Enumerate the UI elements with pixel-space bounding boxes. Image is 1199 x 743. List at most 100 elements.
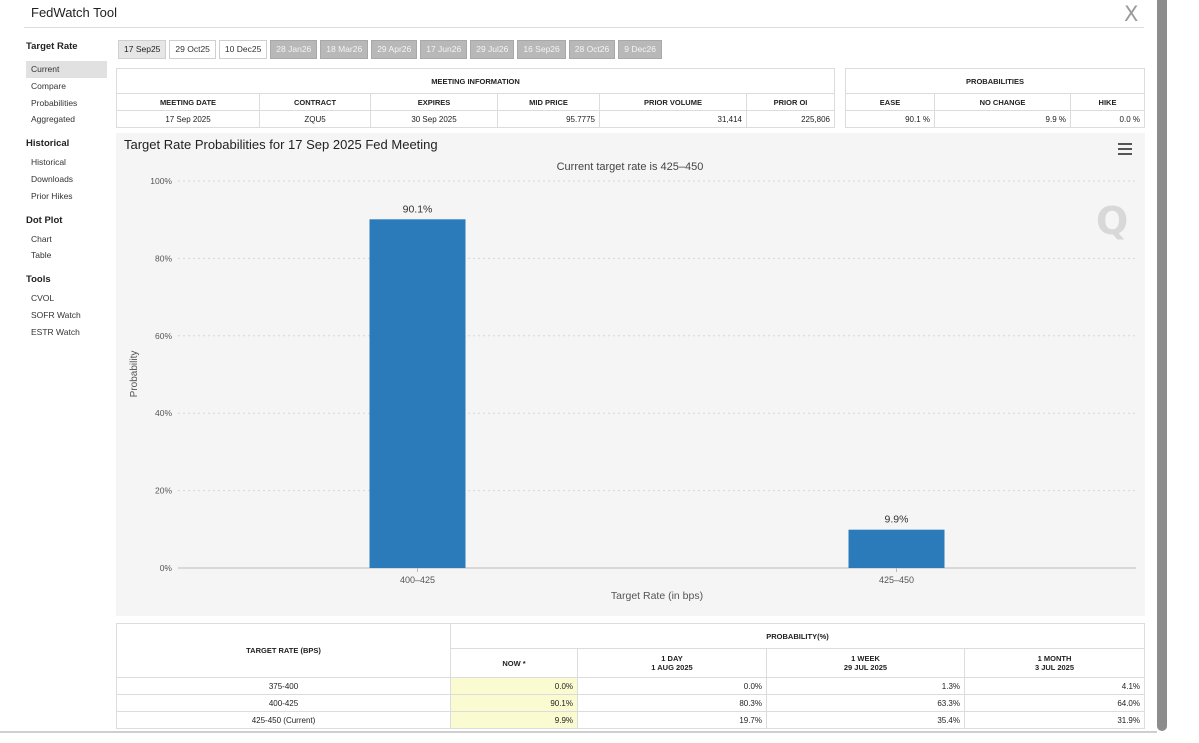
meeting-tabs: 17 Sep25 29 Oct25 10 Dec25 28 Jan26 18 M… <box>118 40 665 59</box>
sidebar-item-aggregated[interactable]: Aggregated <box>31 114 75 125</box>
app-title: FedWatch Tool <box>31 5 117 20</box>
probability-group-header: PROBABILITY(%) <box>450 623 1145 649</box>
sidebar-group-dot-plot: Dot Plot Chart Table <box>26 214 110 265</box>
1-month-cell: 31.9% <box>964 711 1145 729</box>
meeting-info-table: MEETING INFORMATION MEETING DATE CONTRAC… <box>116 68 835 128</box>
sidebar-item-historical[interactable]: Historical <box>31 157 66 168</box>
bar <box>848 529 945 568</box>
table-row: 400-425 90.1% 80.3% 63.3% 64.0% <box>116 694 1145 712</box>
1-month-column-header: 1 MONTH 3 JUL 2025 <box>964 648 1145 678</box>
sidebar-group-tools: Tools CVOL SOFR Watch ESTR Watch <box>26 273 110 340</box>
x-tick-label: 400–425 <box>400 575 435 585</box>
now-cell: 0.0% <box>450 677 578 695</box>
target-rate-header: TARGET RATE (BPS) <box>116 623 451 678</box>
column-header: EXPIRES <box>370 93 498 111</box>
probabilities-title: PROBABILITIES <box>845 68 1145 94</box>
meeting-tab[interactable]: 9 Dec26 <box>618 40 662 59</box>
column-header: PRIOR OI <box>746 93 835 111</box>
expires-value: 30 Sep 2025 <box>370 110 498 128</box>
sidebar-item-current[interactable]: Current <box>26 61 107 78</box>
meeting-tab[interactable]: 29 Jul26 <box>470 40 515 59</box>
sidebar-group-historical: Historical Historical Downloads Prior Hi… <box>26 137 110 204</box>
column-header: NO CHANGE <box>934 93 1071 111</box>
column-header: PRIOR VOLUME <box>599 93 747 111</box>
bar <box>369 219 466 569</box>
sidebar-heading: Historical <box>26 138 70 150</box>
meeting-tab[interactable]: 17 Jun26 <box>420 40 468 59</box>
close-icon[interactable]: X <box>1124 2 1139 26</box>
meeting-tab[interactable]: 16 Sep26 <box>517 40 566 59</box>
1-day-cell: 0.0% <box>577 677 767 695</box>
meeting-tab[interactable]: 29 Oct25 <box>169 40 216 59</box>
1-week-cell: 1.3% <box>766 677 965 695</box>
scrollbar[interactable] <box>1157 0 1167 731</box>
rate-cell: 425-450 (Current) <box>116 711 451 729</box>
x-tick-label: 425–450 <box>879 575 914 585</box>
1-month-cell: 64.0% <box>964 694 1145 712</box>
column-header: MID PRICE <box>497 93 600 111</box>
table-row: 425-450 (Current) 9.9% 19.7% 35.4% 31.9% <box>116 711 1145 729</box>
1-week-cell: 63.3% <box>766 694 965 712</box>
sidebar-item-table[interactable]: Table <box>31 250 52 261</box>
y-tick-label: 40% <box>155 408 172 418</box>
column-header: HIKE <box>1070 93 1145 111</box>
1-day-cell: 80.3% <box>577 694 767 712</box>
column-header: MEETING DATE <box>116 93 260 111</box>
sidebar-item-prior-hikes[interactable]: Prior Hikes <box>31 190 73 201</box>
sidebar-item-compare[interactable]: Compare <box>31 80 66 91</box>
column-header: CONTRACT <box>259 93 371 111</box>
rate-cell: 400-425 <box>116 694 451 712</box>
chart-title: Target Rate Probabilities for 17 Sep 202… <box>124 137 438 152</box>
sidebar-item-probabilities[interactable]: Probabilities <box>31 97 78 108</box>
meeting-tab[interactable]: 28 Oct26 <box>568 40 616 59</box>
meeting-tab[interactable]: 28 Jan26 <box>270 40 318 59</box>
hamburger-menu-icon[interactable] <box>1118 143 1132 155</box>
1-month-cell: 4.1% <box>964 677 1145 695</box>
probabilities-table: PROBABILITIES EASE NO CHANGE HIKE 90.1 %… <box>845 68 1145 128</box>
1-day-column-header: 1 DAY 1 AUG 2025 <box>577 648 767 678</box>
contract-value: ZQU5 <box>259 110 371 128</box>
now-cell: 90.1% <box>450 694 578 712</box>
sidebar-group-target-rate: Target Rate Current Compare Probabilitie… <box>26 40 110 128</box>
sidebar-item-estr-watch[interactable]: ESTR Watch <box>31 326 80 337</box>
sidebar-heading: Dot Plot <box>26 214 63 226</box>
no-change-value: 9.9 % <box>934 110 1071 128</box>
meeting-tab[interactable]: 29 Apr26 <box>371 40 418 59</box>
meeting-tab[interactable]: 18 Mar26 <box>320 40 369 59</box>
bottom-divider <box>0 731 1157 733</box>
y-tick-label: 100% <box>150 176 172 186</box>
hike-value: 0.0 % <box>1070 110 1145 128</box>
bar-chart: Current target rate is 425–450 Q 0% 20% 40% 6… <box>129 161 1136 602</box>
sidebar: Target Rate Current Compare Probabilitie… <box>26 40 110 341</box>
rate-cell: 375-400 <box>116 677 451 695</box>
sidebar-item-downloads[interactable]: Downloads <box>31 173 74 184</box>
sidebar-heading: Target Rate <box>26 41 78 52</box>
ease-value: 90.1 % <box>845 110 935 128</box>
y-tick-label: 0% <box>160 563 173 573</box>
1-week-cell: 35.4% <box>766 711 965 729</box>
1-day-cell: 19.7% <box>577 711 767 729</box>
prior-oi-value: 225,806 <box>746 110 835 128</box>
chart-panel <box>116 133 1145 616</box>
table-row: 375-400 0.0% 0.0% 1.3% 4.1% <box>116 677 1145 695</box>
y-tick-label: 20% <box>155 486 172 496</box>
q-watermark-logo: Q <box>1096 199 1128 243</box>
bar-data-label: 9.9% <box>885 514 909 526</box>
mid-price-value: 95.7775 <box>497 110 600 128</box>
sidebar-item-cvol[interactable]: CVOL <box>31 293 55 304</box>
meeting-info-title: MEETING INFORMATION <box>116 68 835 94</box>
y-tick-label: 80% <box>155 253 172 263</box>
sidebar-item-sofr-watch[interactable]: SOFR Watch <box>31 309 81 320</box>
y-tick-label: 60% <box>155 331 172 341</box>
meeting-tab[interactable]: 10 Dec25 <box>218 40 268 59</box>
column-header: EASE <box>845 93 935 111</box>
sidebar-item-chart[interactable]: Chart <box>31 233 52 244</box>
chart-subtitle: Current target rate is 425–450 <box>557 161 704 173</box>
y-axis-title: Probability <box>129 351 140 398</box>
sidebar-heading: Tools <box>26 274 51 286</box>
bar-data-label: 90.1% <box>403 203 433 215</box>
meeting-tab[interactable]: 17 Sep25 <box>118 40 167 59</box>
now-cell: 9.9% <box>450 711 578 729</box>
meeting-date-value: 17 Sep 2025 <box>116 110 260 128</box>
scroll-gutter <box>1167 0 1199 743</box>
